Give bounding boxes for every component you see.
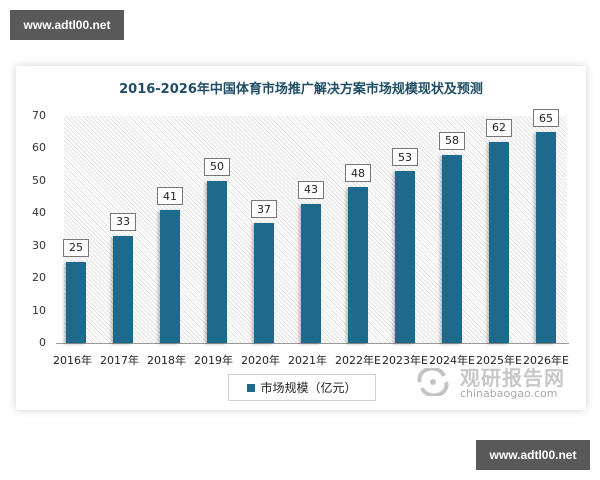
value-label: 25 (63, 238, 89, 257)
legend-swatch-icon (247, 383, 256, 392)
bar (442, 154, 462, 343)
y-tick-label: 50 (32, 173, 46, 187)
watermark-bottom: www.adtl00.net (476, 440, 590, 470)
x-tick-label: 2021年 (288, 354, 327, 367)
logo-text-en: chinabaogao.com (460, 387, 558, 400)
bar (66, 261, 86, 343)
bar (301, 203, 321, 343)
x-axis-line (56, 343, 569, 344)
y-tick-label: 70 (32, 109, 46, 122)
value-label: 65 (533, 109, 559, 128)
value-label: 53 (392, 148, 418, 167)
legend-label: 市场规模（亿元） (260, 381, 357, 395)
source-logo: 观研报告网 chinabaogao.com (416, 362, 586, 406)
bar (207, 180, 227, 343)
x-tick-label: 2016年 (53, 354, 92, 367)
value-label: 58 (439, 131, 465, 150)
x-tick-label: 2026年E (523, 354, 569, 367)
bar (489, 141, 509, 343)
x-tick-label: 2019年 (194, 354, 233, 367)
x-tick-label: 2017年 (100, 354, 139, 367)
y-tick-label: 30 (32, 238, 46, 252)
bar (113, 235, 133, 343)
y-tick-label: 10 (32, 303, 46, 317)
logo-text-cn: 观研报告网 (460, 366, 565, 390)
bar (348, 187, 368, 343)
x-tick-label: 2020年 (241, 354, 280, 367)
value-label: 33 (110, 212, 136, 231)
x-tick-label: 2018年 (147, 354, 186, 367)
bar (395, 171, 415, 343)
y-tick-label: 40 (32, 206, 46, 220)
y-tick-label: 0 (39, 336, 46, 349)
value-label: 41 (157, 187, 183, 206)
y-tick-label: 20 (32, 271, 46, 285)
value-label: 37 (251, 200, 277, 218)
x-tick-label: 2022年E (335, 354, 381, 367)
x-tick-label: 2025年E (476, 354, 522, 367)
bar (254, 223, 274, 343)
chart-title: 2016-2026年中国体育市场推广解决方案市场规模现状及预测 (119, 82, 483, 97)
value-label: 48 (345, 164, 371, 183)
y-tick-label: 60 (32, 141, 46, 155)
x-tick-label: 2023年E (382, 354, 428, 367)
watermark-top: www.adtl00.net (10, 10, 124, 40)
bar (160, 210, 180, 343)
legend: 市场规模（亿元） (228, 374, 376, 401)
chinabaogao-logo-icon (417, 368, 449, 396)
bar (536, 132, 556, 343)
value-label: 43 (298, 180, 324, 199)
value-label: 50 (204, 157, 230, 176)
chart-card: 2016-2026年中国体育市场推广解决方案市场规模现状及预测 0 10 20 30 4… (16, 66, 586, 410)
x-tick-label: 2024年E (429, 354, 475, 367)
value-label: 62 (486, 118, 512, 137)
